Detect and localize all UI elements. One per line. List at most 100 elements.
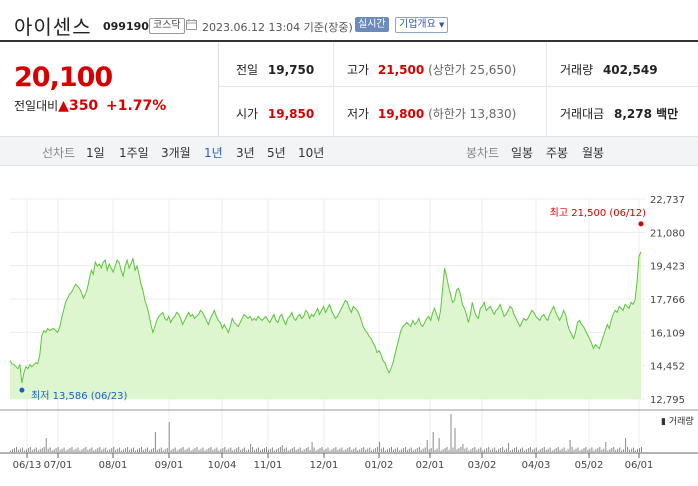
volume-bar	[144, 448, 146, 452]
volume-bar	[518, 449, 519, 452]
volume-bar	[238, 446, 240, 452]
volume-bar	[95, 449, 97, 452]
volume-bar	[394, 448, 396, 452]
volume-bar	[85, 446, 87, 452]
volume-bar	[39, 449, 41, 452]
volume-bar	[478, 448, 480, 452]
high-low-markers: 최고 21,500 (06/12) 최저 13,586 (06/23)	[19, 207, 646, 402]
volume-bar	[434, 449, 436, 452]
volume-bar	[470, 449, 472, 452]
lower-limit: (하한가 13,830)	[428, 107, 517, 121]
volume-bar	[277, 448, 279, 452]
y-tick-label: 14,452	[650, 362, 685, 373]
volume-bar	[262, 449, 263, 452]
volume-bar	[321, 446, 323, 452]
tab-daily[interactable]: 일봉	[511, 146, 534, 160]
volume-bar	[339, 448, 341, 452]
volume-bar	[200, 448, 202, 452]
volume-bar	[381, 448, 383, 452]
volume-bar	[476, 449, 478, 452]
open-label: 시가	[236, 107, 259, 121]
volume-bar	[283, 448, 285, 452]
volume-bar	[220, 449, 222, 452]
volume-bar	[27, 448, 29, 452]
volume-bar	[587, 449, 589, 452]
corp-info-dropdown[interactable]: 기업개요 ▼	[395, 17, 449, 33]
tab-1w[interactable]: 1주일	[119, 146, 149, 160]
tab-3m[interactable]: 3개월	[161, 146, 191, 160]
volume-bar	[367, 448, 369, 452]
tab-1d[interactable]: 1일	[86, 146, 105, 160]
realtime-button[interactable]: 실시간	[355, 17, 389, 32]
volume-bar	[567, 449, 569, 452]
y-tick-label: 12,795	[650, 395, 685, 406]
high-marker	[638, 221, 644, 227]
volume-bar	[551, 450, 553, 452]
volume-bar	[260, 450, 261, 452]
volume-bar	[202, 447, 204, 452]
volume-bar	[311, 442, 313, 452]
tab-10y[interactable]: 10년	[298, 146, 325, 160]
volume-bar	[422, 448, 424, 452]
volume-bar	[398, 450, 400, 452]
volume-bar	[363, 446, 365, 452]
quote-datetime: 2023.06.12 13:04 기준(장중)	[202, 21, 353, 34]
volume-bar	[508, 443, 510, 452]
volume-bar	[248, 449, 250, 452]
volume-bar	[418, 446, 420, 452]
volume-bar	[287, 450, 289, 452]
volume-bar	[258, 447, 259, 452]
volume-bar	[605, 442, 607, 452]
high-cell: 고가 21,500 (상한가 25,650)	[347, 61, 516, 78]
tab-5y[interactable]: 5년	[267, 146, 286, 160]
tab-3y[interactable]: 3년	[236, 146, 255, 160]
volume-bar	[14, 448, 15, 452]
price-change: 전일대비▲350 +1.77%	[14, 97, 166, 114]
volume-bar	[317, 449, 319, 452]
volume-bar	[563, 447, 565, 452]
volume-bar	[10, 450, 11, 452]
volume-bar	[87, 449, 89, 452]
volume-bar	[579, 450, 581, 452]
volume-bar	[341, 447, 343, 452]
x-tick-label: 10/04	[208, 460, 237, 471]
high-label: 고가	[347, 63, 370, 77]
volume-bar	[609, 449, 611, 452]
volume-bar	[492, 448, 494, 452]
volume-bar	[516, 446, 517, 452]
volume-bar	[256, 448, 258, 452]
volume-bar	[359, 449, 361, 452]
volume-bar	[369, 447, 371, 452]
low-label: 저가	[347, 107, 370, 121]
volume-bar	[25, 449, 27, 452]
volume-bar	[406, 449, 408, 452]
volume-bar	[448, 449, 450, 452]
volume-bar	[168, 422, 170, 452]
price-chart: 22,737 21,080 19,423 17,766 16,109 14,452 12,7…	[0, 195, 698, 471]
x-tick-label: 09/01	[155, 460, 184, 471]
low-marker	[19, 387, 25, 393]
volume-bar	[281, 445, 283, 452]
tab-1y[interactable]: 1년	[204, 146, 223, 160]
volume-bar	[33, 448, 35, 452]
volume-bar	[53, 449, 55, 452]
volume-legend-label: 거래량	[669, 415, 694, 427]
summary-divider	[333, 42, 334, 136]
volume-bar	[525, 449, 527, 452]
volume-bar	[206, 449, 208, 452]
volume-bar	[246, 450, 248, 452]
volume-bar	[224, 446, 226, 452]
volume-bar	[264, 448, 265, 452]
volume-bar	[410, 447, 412, 452]
volume-bar	[21, 447, 23, 452]
volume-bar	[198, 449, 200, 452]
volume-bar	[450, 414, 452, 452]
volume-bar	[234, 449, 236, 452]
tab-monthly[interactable]: 월봉	[582, 146, 605, 160]
volume-bar	[349, 446, 351, 452]
volume-bar	[440, 450, 442, 452]
tab-weekly[interactable]: 주봉	[546, 146, 569, 160]
volume-bar	[468, 450, 470, 452]
volume-bar	[494, 447, 496, 452]
volume-bar	[527, 448, 529, 452]
